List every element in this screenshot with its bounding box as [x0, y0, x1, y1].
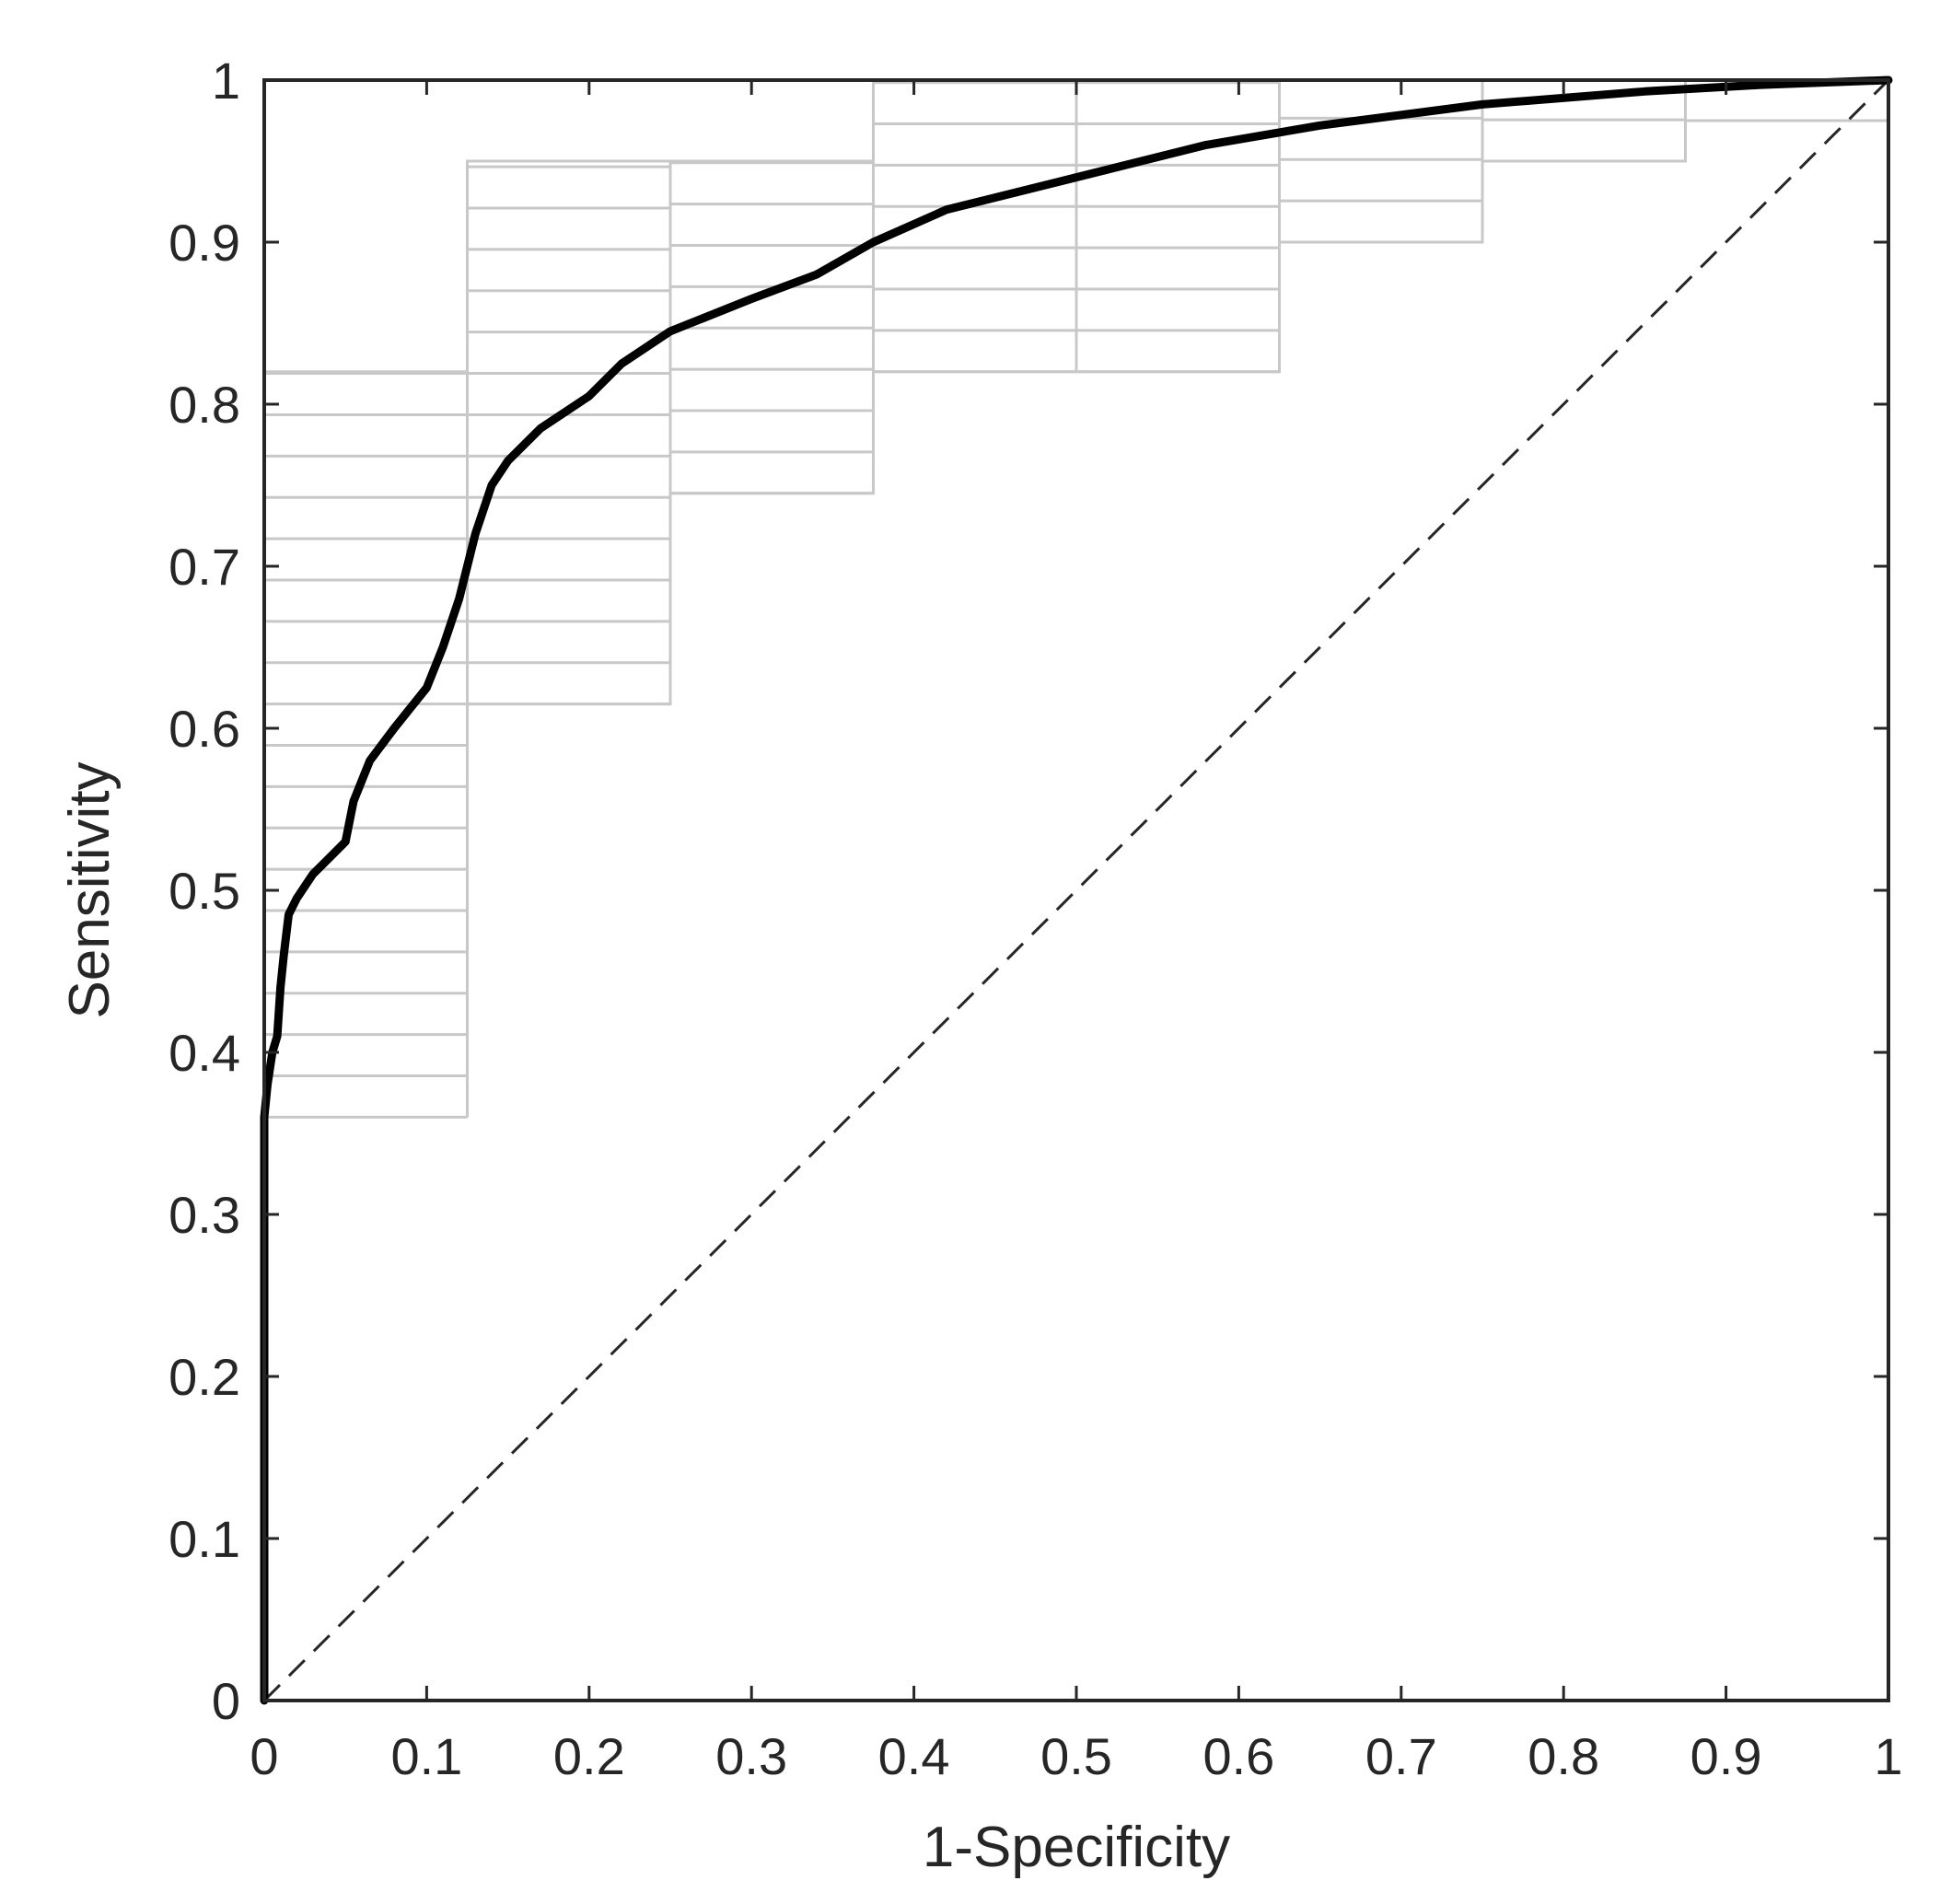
x-tick-label: 0.6: [1202, 1727, 1274, 1785]
y-tick-label: 0.1: [168, 1510, 240, 1568]
x-tick-label: 0.5: [1040, 1727, 1112, 1785]
y-tick-label: 0.5: [168, 862, 240, 920]
axis-ticks: 0 0.1 0.2 0.3 0.4 0.5 0.6 0.7 0.8 0.9 1 0 0.1 0.2 0.3 0…: [168, 52, 1902, 1785]
y-tick-label: 0.6: [168, 700, 240, 758]
x-tick-label: 0.9: [1690, 1727, 1762, 1785]
step-grid-lines: [262, 78, 1888, 1119]
y-tick-label: 0.9: [168, 214, 240, 272]
x-tick-label: 0.3: [715, 1727, 787, 1785]
y-tick-label: 0.8: [168, 376, 240, 434]
x-tick-label: 0.8: [1528, 1727, 1599, 1785]
y-tick-label: 1: [212, 52, 240, 110]
x-tick-label: 1: [1874, 1727, 1902, 1785]
y-tick-label: 0.2: [168, 1348, 240, 1406]
x-tick-label: 0.1: [390, 1727, 462, 1785]
roc-curve-line: [260, 75, 1893, 1705]
x-tick-label: 0.2: [553, 1727, 625, 1785]
x-tick-label: 0: [250, 1727, 278, 1785]
y-tick-label: 0: [212, 1672, 240, 1730]
x-tick-label: 0.4: [878, 1727, 950, 1785]
x-tick-label: 0.7: [1365, 1727, 1437, 1785]
y-axis-label: Sensitivity: [58, 761, 122, 1018]
y-tick-label: 0.3: [168, 1186, 240, 1244]
x-axis-label: 1-Specificity: [923, 1816, 1230, 1879]
step-outline-0: [466, 119, 1888, 1118]
roc-curve: [260, 75, 1893, 1705]
y-tick-label: 0.4: [168, 1024, 240, 1082]
y-tick-label: 0.7: [168, 538, 240, 596]
